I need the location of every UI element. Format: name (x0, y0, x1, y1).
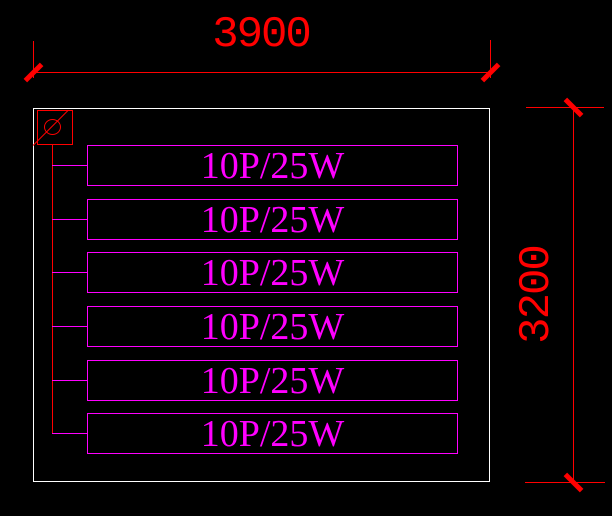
fixture-box: 10P/25W (87, 413, 458, 454)
circuit-branch-line (52, 326, 87, 327)
fixture-label: 10P/25W (200, 198, 345, 241)
lamp-symbol (37, 110, 73, 145)
fixture-label: 10P/25W (200, 144, 345, 187)
fixture-label: 10P/25W (200, 305, 345, 348)
fixture-box: 10P/25W (87, 199, 458, 240)
fixture-box: 10P/25W (87, 145, 458, 186)
right-dimension-label: 3200 (512, 246, 562, 344)
top-dimension-extension-left (33, 41, 34, 78)
fixture-box: 10P/25W (87, 252, 458, 293)
circuit-branch-line (52, 272, 87, 273)
fixture-box: 10P/25W (87, 360, 458, 401)
circuit-branch-line (52, 433, 87, 434)
circuit-branch-line (52, 165, 87, 166)
circuit-riser-line (52, 144, 53, 434)
fixture-label: 10P/25W (200, 359, 345, 402)
room-outline (33, 108, 490, 482)
fixture-label: 10P/25W (200, 251, 345, 294)
top-dimension-label: 3900 (212, 10, 312, 60)
top-dimension-extension-right (490, 40, 491, 78)
lamp-symbol-circle-icon (44, 119, 61, 135)
fixture-label: 10P/25W (200, 412, 345, 455)
circuit-branch-line (52, 380, 87, 381)
circuit-branch-line (52, 219, 87, 220)
right-dimension-extension-bottom (525, 482, 605, 483)
top-dimension-line (33, 72, 491, 73)
right-dimension-extension-top (526, 107, 604, 108)
fixture-box: 10P/25W (87, 306, 458, 347)
right-dimension-line (573, 108, 574, 483)
